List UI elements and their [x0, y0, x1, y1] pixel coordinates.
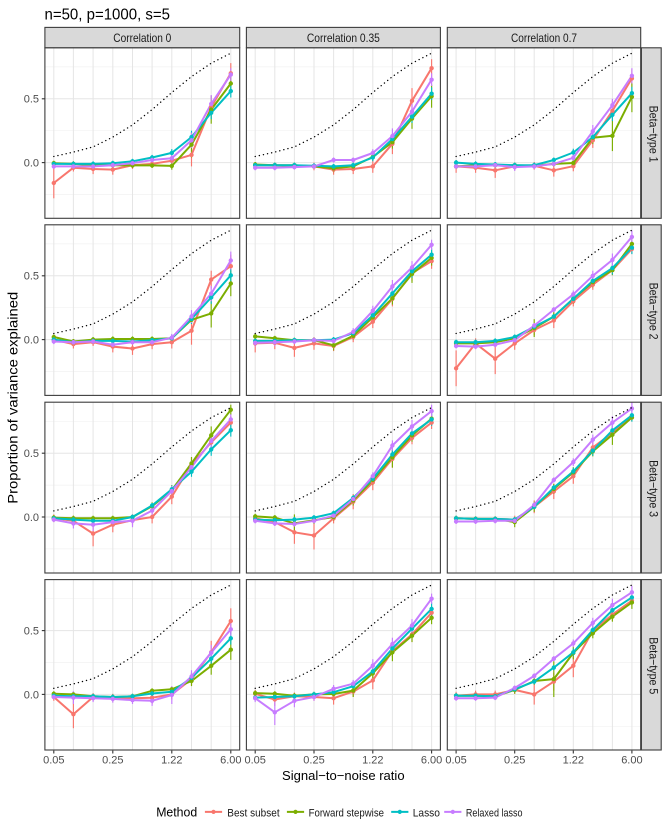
- svg-text:6.00: 6.00: [621, 755, 642, 767]
- svg-text:n=50, p=1000, s=5: n=50, p=1000, s=5: [45, 7, 171, 24]
- svg-text:1.22: 1.22: [161, 755, 182, 767]
- svg-text:0.5: 0.5: [24, 448, 39, 460]
- svg-text:Beta−type 5: Beta−type 5: [646, 637, 660, 694]
- svg-text:0.5: 0.5: [24, 626, 39, 638]
- svg-text:Correlation 0: Correlation 0: [113, 31, 171, 45]
- svg-text:0.5: 0.5: [24, 94, 39, 106]
- svg-text:Proportion of variance explain: Proportion of variance explained: [5, 292, 21, 504]
- svg-text:0.5: 0.5: [24, 271, 39, 283]
- svg-text:6.00: 6.00: [220, 755, 241, 767]
- svg-text:1.22: 1.22: [563, 755, 584, 767]
- svg-text:0.0: 0.0: [24, 158, 39, 170]
- svg-text:Beta−type 2: Beta−type 2: [646, 283, 660, 340]
- svg-text:0.0: 0.0: [24, 512, 39, 524]
- svg-text:Relaxed lasso: Relaxed lasso: [466, 807, 523, 819]
- svg-text:0.05: 0.05: [445, 755, 466, 767]
- svg-text:0.05: 0.05: [43, 755, 64, 767]
- svg-text:0.0: 0.0: [24, 335, 39, 347]
- svg-text:Best subset: Best subset: [227, 807, 280, 819]
- svg-text:1.22: 1.22: [362, 755, 383, 767]
- svg-text:Correlation 0.7: Correlation 0.7: [511, 31, 577, 45]
- svg-text:0.25: 0.25: [102, 755, 123, 767]
- svg-text:0.0: 0.0: [24, 689, 39, 701]
- svg-text:6.00: 6.00: [421, 755, 442, 767]
- svg-text:0.25: 0.25: [303, 755, 324, 767]
- svg-text:Beta−type 3: Beta−type 3: [646, 460, 660, 517]
- svg-text:Beta−type 1: Beta−type 1: [646, 106, 660, 163]
- svg-text:0.05: 0.05: [244, 755, 265, 767]
- svg-text:Correlation 0.35: Correlation 0.35: [307, 31, 380, 45]
- svg-text:Lasso: Lasso: [413, 807, 440, 819]
- svg-text:Signal−to−noise ratio: Signal−to−noise ratio: [282, 768, 405, 783]
- svg-text:Forward stepwise: Forward stepwise: [309, 807, 384, 819]
- svg-text:Method: Method: [156, 804, 197, 819]
- svg-text:0.25: 0.25: [504, 755, 525, 767]
